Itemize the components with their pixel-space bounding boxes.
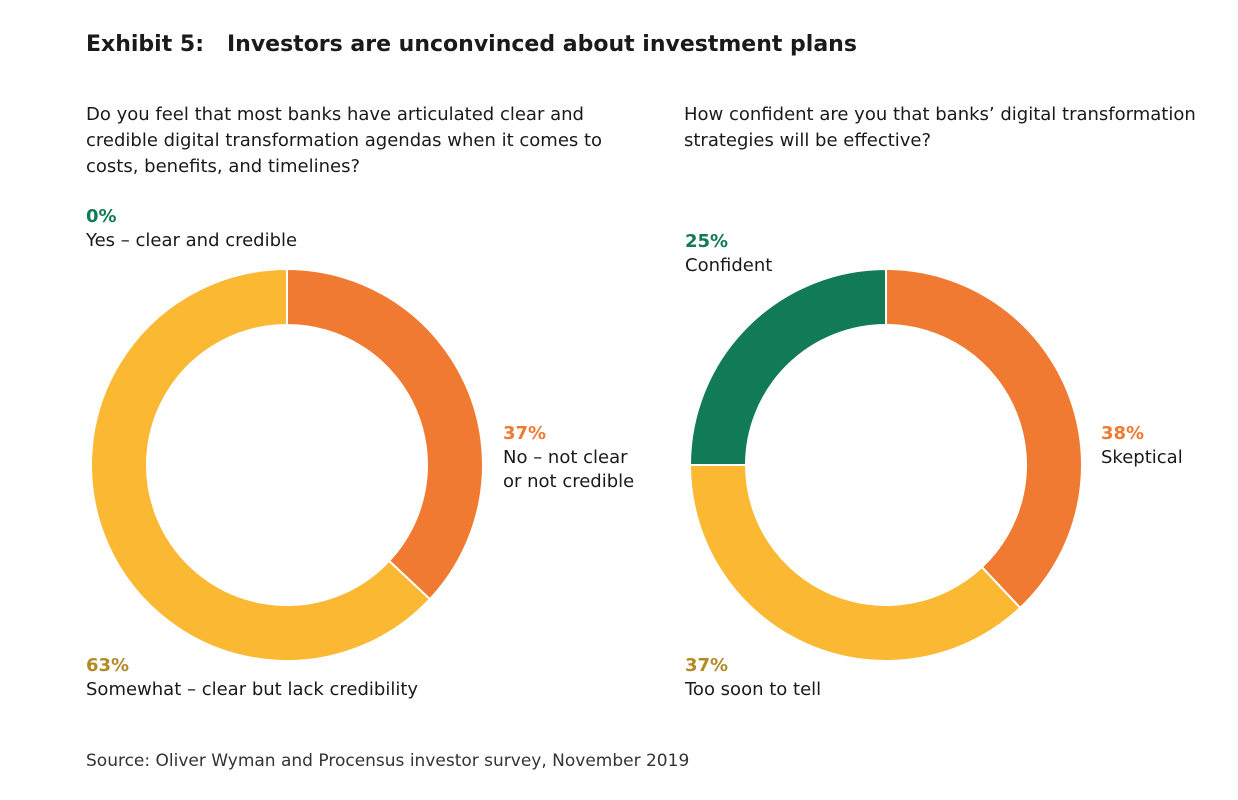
chart2-label-confident: 25% Confident (685, 230, 772, 278)
chart2-text-too-soon: Too soon to tell (685, 679, 822, 700)
chart1-question: Do you feel that most banks have articul… (86, 104, 603, 177)
donut-slice-skeptical (885, 267, 1083, 610)
chart1-text-no-line2: or not credible (503, 471, 635, 492)
donut-chart-1 (90, 267, 484, 662)
chart1-pct-yes: 0% (86, 206, 117, 227)
chart1-text-no-line1: No – not clear (503, 447, 628, 468)
chart1-pct-somewhat: 63% (86, 655, 130, 676)
donut-slice-no-not-clear-or-not-credible (286, 267, 484, 601)
chart2-label-skeptical: 38% Skeptical (1101, 422, 1183, 470)
donut-slice-somewhat-clear-but-lack-credibility (90, 267, 432, 662)
chart2-text-confident: Confident (685, 255, 773, 276)
chart2-text-skeptical: Skeptical (1101, 447, 1183, 468)
chart2-question: How confident are you that banks’ digita… (684, 104, 1196, 151)
exhibit-title: Exhibit 5: Investors are unconvinced abo… (86, 32, 857, 57)
source-note: Source: Oliver Wyman and Procensus inves… (86, 751, 690, 771)
chart1-label-yes: 0% Yes – clear and credible (86, 205, 297, 253)
chart1-label-somewhat: 63% Somewhat – clear but lack credibilit… (86, 654, 418, 702)
chart2-pct-skeptical: 38% (1101, 423, 1145, 444)
chart2-pct-too-soon: 37% (685, 655, 729, 676)
chart1-label-no: 37% No – not clear or not credible (503, 422, 634, 494)
chart1-text-somewhat: Somewhat – clear but lack credibility (86, 679, 419, 700)
chart2-label-too-soon: 37% Too soon to tell (685, 654, 821, 702)
donut-slice-confident (688, 267, 887, 466)
chart2-pct-confident: 25% (685, 231, 729, 252)
chart1-pct-no: 37% (503, 423, 547, 444)
donut-chart-2 (688, 267, 1083, 662)
chart1-text-yes: Yes – clear and credible (86, 230, 298, 251)
donut-slice-too-soon-to-tell (688, 464, 1022, 662)
